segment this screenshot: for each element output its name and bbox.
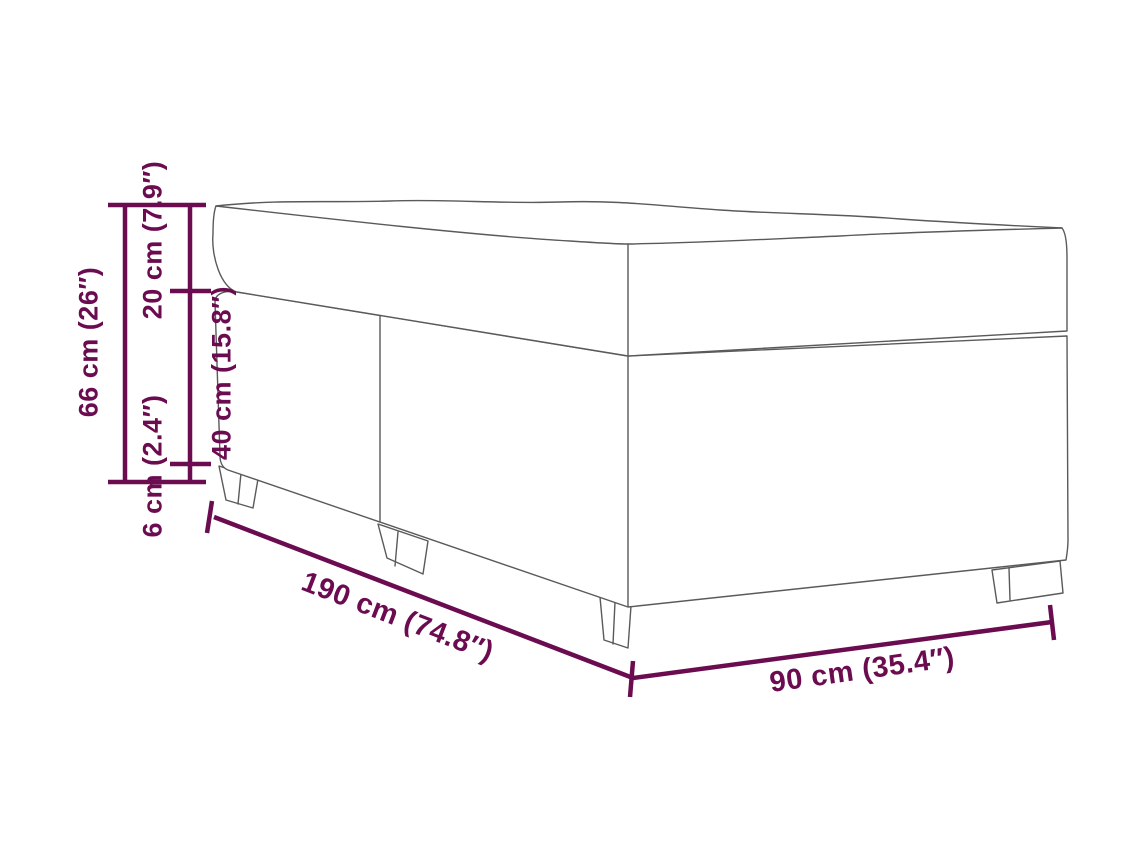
mattress-outline	[212, 199, 1068, 357]
tick-width-end	[1047, 604, 1057, 641]
bed-leg-front-left-seam	[237, 472, 242, 505]
bed-leg-front-middle	[377, 523, 429, 575]
dimension-lines	[108, 202, 1057, 698]
label-leg-height: 6 cm (2.4″)	[137, 395, 167, 538]
label-base-height: 40 cm (15.8″)	[206, 286, 236, 460]
bed-leg-right-seam	[1008, 567, 1011, 601]
label-length: 190 cm (74.8″)	[297, 566, 498, 669]
label-mattress-height: 20 cm (7.9″)	[137, 161, 167, 320]
bed-base-outline	[214, 290, 1069, 608]
bed-leg-front-middle-seam	[394, 531, 399, 567]
label-width: 90 cm (35.4″)	[768, 641, 957, 699]
label-total-height: 66 cm (26″)	[73, 267, 103, 418]
bed-leg-front-corner-seam	[612, 601, 616, 645]
mattress-top-front-edge	[215, 205, 1063, 245]
line-length	[213, 514, 634, 681]
line-width	[632, 619, 1053, 681]
bed-drawing	[212, 199, 1069, 649]
tick-length-width-junction	[627, 660, 636, 698]
tick-length-start	[204, 500, 215, 534]
